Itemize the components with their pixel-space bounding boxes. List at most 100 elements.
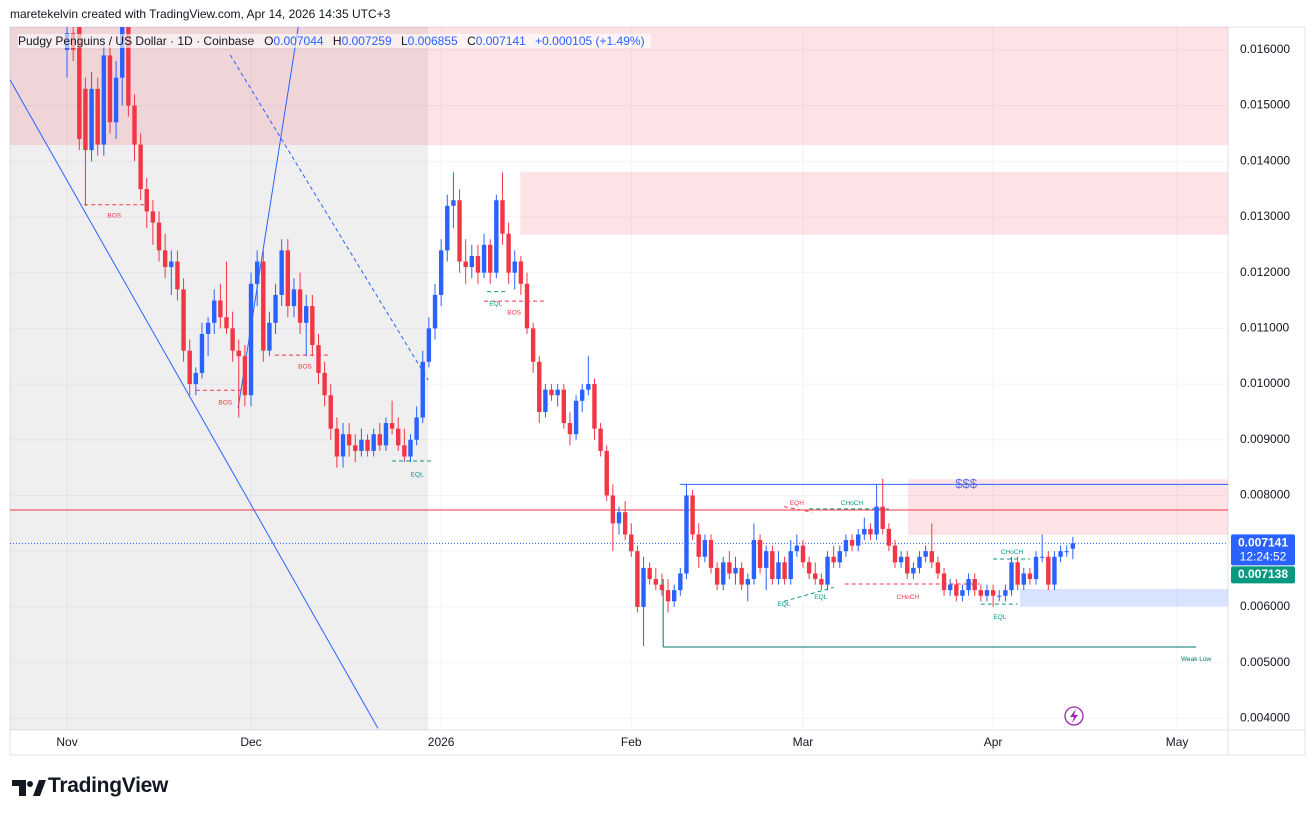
candle-body: [573, 400, 579, 435]
y-tick-label: 0.013000: [1240, 209, 1290, 223]
candle-body: [89, 88, 94, 151]
candle-body: [1052, 556, 1057, 585]
candle-body: [261, 261, 266, 351]
candle-body: [126, 27, 131, 106]
annotation: BOS: [298, 364, 312, 371]
candle-body: [629, 534, 634, 552]
ohlc-key: C: [467, 34, 476, 48]
legend-header: Pudgy Penguins / US Dollar · 1D · Coinba…: [18, 34, 651, 48]
candle-body: [248, 283, 254, 396]
candle-body: [757, 540, 763, 568]
candle-body: [843, 540, 849, 552]
candle-body: [438, 250, 444, 295]
candle-body: [524, 283, 530, 329]
candle-body: [328, 395, 333, 429]
annotation: $$$: [955, 476, 977, 491]
candle-body: [947, 584, 953, 591]
candle-body: [763, 551, 769, 568]
candle-body: [144, 189, 149, 212]
candle-body: [794, 545, 800, 552]
candle-body: [402, 445, 407, 457]
annotation: BOS: [507, 309, 521, 316]
candle-body: [432, 294, 438, 329]
candle-body: [708, 540, 714, 568]
candle-body: [929, 551, 934, 563]
candle-body: [917, 556, 922, 568]
candle-body: [481, 244, 487, 273]
candle-body: [285, 250, 291, 307]
candle-body: [83, 88, 88, 151]
candle-body: [463, 261, 468, 268]
candle-body: [610, 495, 616, 524]
x-tick-label: Feb: [621, 735, 642, 749]
candle-body: [813, 573, 818, 580]
candle-body: [310, 306, 315, 346]
candle-body: [745, 579, 750, 585]
candle-body: [1070, 543, 1076, 549]
candle-body: [690, 495, 695, 535]
marker-box: [1231, 566, 1295, 584]
candle-body: [506, 233, 511, 273]
x-tick-label: 2026: [428, 735, 455, 749]
candle-body: [721, 562, 726, 585]
ohlc-key: L: [400, 34, 408, 48]
candle-body: [806, 562, 812, 574]
candle-body: [396, 428, 401, 446]
candle-body: [1033, 556, 1039, 580]
alert-icon[interactable]: [1064, 706, 1084, 726]
candle-body: [972, 579, 977, 591]
candle-body: [107, 55, 113, 123]
candle-body: [647, 567, 652, 580]
candle-body: [733, 567, 738, 574]
candle-body: [488, 244, 493, 273]
candle-body: [831, 556, 836, 563]
candle-body: [414, 417, 419, 440]
candle-body: [389, 423, 395, 429]
candle-body: [892, 545, 898, 563]
candle-body: [800, 545, 806, 563]
candle-body: [984, 590, 990, 596]
candle-body: [788, 551, 793, 580]
candle-body: [905, 556, 910, 574]
annotation: EQL: [777, 601, 790, 608]
annotation: EQL: [993, 614, 1006, 621]
candle-body: [254, 261, 260, 284]
labels: 0.0040000.0050000.0060000.0070000.008000…: [56, 42, 1295, 749]
candle-body: [199, 333, 205, 373]
candle-body: [475, 255, 481, 273]
candle-body: [273, 294, 278, 323]
candle-body: [469, 255, 475, 268]
last-price-box: [1231, 534, 1295, 566]
candle-body: [156, 222, 162, 251]
candle-body: [641, 567, 646, 607]
candle-body: [561, 389, 567, 424]
x-tick-label: Apr: [984, 735, 1003, 749]
annotation: EQL: [411, 472, 424, 479]
candle-body: [95, 88, 100, 145]
ohlc-key: H: [332, 34, 342, 48]
candle-body: [408, 439, 413, 457]
drawings: BOS BOS BOS BOS EQL EQL EQL EQL EQL EQH CHoCH CHoCH…: [10, 27, 1228, 730]
candle-body: [340, 434, 346, 457]
candle-body: [1046, 556, 1051, 585]
candle-body: [898, 556, 904, 563]
candle-body: [1003, 590, 1008, 596]
candle-body: [714, 567, 720, 585]
candle-body: [371, 434, 376, 451]
candle-body: [359, 439, 364, 451]
ohlc-value: 0.006855: [407, 34, 458, 48]
candle-body: [935, 562, 941, 574]
candle-body: [874, 506, 879, 535]
y-tick-label: 0.014000: [1240, 153, 1290, 167]
candle-body: [855, 534, 861, 546]
candle-body: [653, 579, 658, 585]
candle-body: [665, 590, 671, 602]
brand: TradingView: [48, 774, 169, 797]
candle-body: [635, 551, 640, 607]
candle-body: [426, 328, 432, 362]
annotation: EQL: [814, 594, 827, 601]
candle-body: [770, 551, 775, 580]
credit: maretekelvin created with TradingView.co…: [10, 7, 391, 21]
marker-label: 0.007138: [1238, 567, 1288, 581]
